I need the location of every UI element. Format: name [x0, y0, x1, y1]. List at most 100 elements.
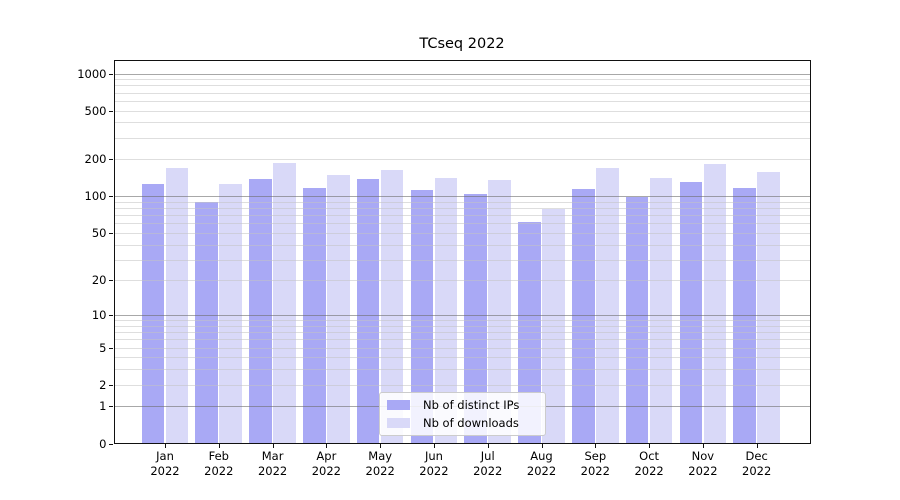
bar-downloads-nov [703, 163, 727, 444]
bar-distinct-ips-jul [464, 194, 488, 444]
x-tick-jun [433, 444, 435, 448]
y-tick-label-10: 10 [91, 308, 107, 323]
gridline-minor-80 [114, 208, 810, 210]
bar-distinct-ips-may [356, 178, 380, 444]
x-tick-label-feb: Feb 2022 [204, 449, 234, 478]
y-tick-20 [109, 280, 113, 282]
y-tick-label-20: 20 [91, 273, 107, 288]
gridline-minor-6 [114, 339, 810, 341]
y-tick-label-0: 0 [99, 436, 107, 451]
legend-label-downloads: Nb of downloads [423, 416, 519, 430]
gridline-minor-600 [114, 100, 810, 102]
y-tick-1 [109, 406, 113, 408]
gridline-minor-60 [114, 223, 810, 225]
bar-downloads-dec [757, 172, 780, 444]
gridline-minor-2 [114, 384, 810, 386]
bar-distinct-ips-jun [410, 190, 434, 444]
x-tick-label-apr: Apr 2022 [311, 449, 341, 478]
x-tick-label-aug: Aug 2022 [526, 449, 557, 478]
x-tick-feb [218, 444, 220, 448]
x-tick-label-mar: Mar 2022 [257, 449, 288, 478]
gridline-minor-900 [114, 79, 810, 81]
x-tick-label-dec: Dec 2022 [742, 449, 772, 478]
gridline-major-10 [114, 315, 810, 317]
x-tick-label-jul: Jul 2022 [473, 449, 503, 478]
y-tick-label-2: 2 [99, 377, 107, 392]
gridline-minor-8 [114, 325, 810, 327]
gridline-minor-30 [114, 259, 810, 261]
y-tick-1000 [109, 73, 113, 75]
x-tick-aug [541, 444, 543, 448]
y-tick-50 [109, 232, 113, 234]
bar-downloads-feb [219, 184, 243, 444]
y-tick-2 [109, 384, 113, 386]
gridline-minor-5 [114, 347, 810, 349]
bar-distinct-ips-sep [572, 189, 595, 444]
bar-downloads-may [380, 169, 404, 444]
x-tick-apr [326, 444, 328, 448]
bar-downloads-sep [596, 168, 619, 444]
gridline-minor-3 [114, 369, 810, 371]
legend-swatch-distinct-ips [387, 399, 410, 411]
gridline-minor-500 [114, 110, 810, 112]
gridline-minor-90 [114, 201, 810, 203]
bar-downloads-jun [434, 178, 458, 444]
y-tick-label-5: 5 [99, 340, 107, 355]
y-tick-500 [109, 110, 113, 112]
y-tick-label-500: 500 [84, 103, 107, 118]
x-tick-jul [487, 444, 489, 448]
gridline-minor-700 [114, 92, 810, 94]
y-tick-label-200: 200 [84, 152, 107, 167]
y-tick-200 [109, 159, 113, 161]
y-tick-5 [109, 347, 113, 349]
gridline-minor-9 [114, 320, 810, 322]
x-tick-dec [756, 444, 758, 448]
y-tick-100 [109, 196, 113, 198]
bar-downloads-jan [165, 168, 189, 444]
legend-swatch-downloads [387, 417, 410, 429]
bar-distinct-ips-mar [249, 178, 272, 444]
x-tick-label-jun: Jun 2022 [419, 449, 449, 478]
x-tick-label-oct: Oct 2022 [634, 449, 664, 478]
x-tick-nov [702, 444, 704, 448]
x-tick-oct [649, 444, 651, 448]
y-tick-0 [109, 443, 113, 445]
legend-row-distinct-ips: Nb of distinct IPs [387, 398, 537, 412]
gridline-minor-50 [114, 232, 810, 234]
gridline-minor-400 [114, 122, 810, 124]
legend-row-downloads: Nb of downloads [387, 416, 537, 430]
legend: Nb of distinct IPs Nb of downloads [379, 392, 546, 436]
gridline-minor-300 [114, 137, 810, 139]
chart-title: TCseq 2022 [419, 36, 505, 52]
gridline-minor-40 [114, 244, 810, 246]
bar-downloads-apr [327, 174, 350, 444]
gridline-minor-20 [114, 280, 810, 282]
y-tick-label-1: 1 [99, 399, 107, 414]
bar-distinct-ips-feb [195, 201, 219, 444]
bar-downloads-oct [649, 178, 673, 444]
y-tick-label-50: 50 [91, 225, 107, 240]
x-tick-may [380, 444, 382, 448]
gridline-minor-200 [114, 159, 810, 161]
y-tick-label-1000: 1000 [77, 66, 107, 81]
x-tick-label-sep: Sep 2022 [580, 449, 610, 478]
gridline-minor-70 [114, 215, 810, 217]
x-tick-label-jan: Jan 2022 [150, 449, 180, 478]
x-tick-sep [595, 444, 597, 448]
y-tick-10 [109, 315, 113, 317]
x-tick-label-nov: Nov 2022 [688, 449, 718, 478]
gridline-minor-4 [114, 357, 810, 359]
legend-label-distinct-ips: Nb of distinct IPs [423, 398, 520, 412]
bar-downloads-mar [273, 163, 296, 444]
x-tick-jan [165, 444, 166, 448]
y-tick-label-100: 100 [84, 189, 107, 204]
x-tick-label-may: May 2022 [365, 449, 395, 478]
gridline-minor-7 [114, 332, 810, 334]
gridline-major-1000 [114, 73, 810, 75]
x-tick-mar [272, 444, 274, 448]
bar-distinct-ips-nov [679, 182, 703, 444]
gridline-major-100 [114, 196, 810, 198]
gridline-minor-800 [114, 85, 810, 87]
bar-distinct-ips-jan [141, 184, 165, 444]
